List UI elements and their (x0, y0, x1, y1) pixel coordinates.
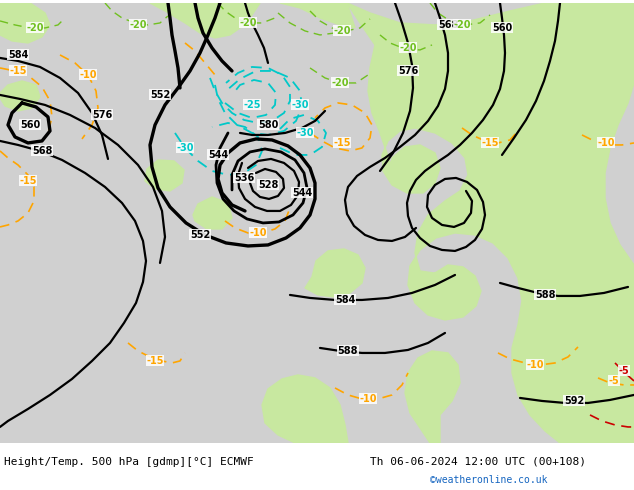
Polygon shape (262, 375, 348, 443)
Text: -10: -10 (597, 138, 615, 148)
Polygon shape (150, 3, 260, 38)
Text: -5: -5 (619, 366, 630, 376)
Text: 588: 588 (338, 346, 358, 356)
Text: -10: -10 (79, 70, 97, 80)
Text: 544: 544 (208, 150, 228, 160)
Polygon shape (280, 3, 355, 28)
Text: -30: -30 (176, 143, 194, 153)
Text: ©weatheronline.co.uk: ©weatheronline.co.uk (430, 475, 548, 485)
Text: -5: -5 (609, 376, 619, 386)
Text: 560: 560 (20, 120, 40, 130)
Text: -20: -20 (453, 20, 471, 30)
Text: -20: -20 (333, 26, 351, 36)
Text: -30: -30 (296, 128, 314, 138)
Text: 576: 576 (92, 110, 112, 120)
Text: -15: -15 (333, 138, 351, 148)
Text: 560: 560 (492, 23, 512, 33)
Text: -15: -15 (146, 356, 164, 366)
Text: -10: -10 (249, 228, 267, 238)
Polygon shape (0, 3, 50, 43)
Polygon shape (193, 197, 232, 229)
Text: 568: 568 (32, 146, 52, 156)
Text: -10: -10 (526, 360, 544, 370)
Polygon shape (405, 351, 460, 443)
Polygon shape (305, 249, 365, 297)
Text: -10: -10 (359, 394, 377, 404)
Text: 580: 580 (258, 120, 278, 130)
Text: 552: 552 (190, 230, 210, 240)
Text: -30: -30 (291, 100, 309, 110)
Text: -15: -15 (10, 66, 27, 76)
Text: -20: -20 (331, 78, 349, 88)
Text: -15: -15 (481, 138, 499, 148)
Text: 544: 544 (292, 188, 312, 198)
Text: 584: 584 (8, 50, 28, 60)
Text: -20: -20 (26, 23, 44, 33)
Polygon shape (145, 160, 184, 191)
Text: -15: -15 (19, 176, 37, 186)
Text: 592: 592 (564, 396, 584, 406)
Polygon shape (347, 3, 634, 443)
Text: 552: 552 (150, 90, 170, 100)
Text: 588: 588 (534, 290, 555, 300)
Polygon shape (0, 81, 40, 111)
Text: 536: 536 (234, 173, 254, 183)
Text: -20: -20 (239, 18, 257, 28)
Text: Th 06-06-2024 12:00 UTC (00+108): Th 06-06-2024 12:00 UTC (00+108) (370, 457, 586, 467)
Text: 576: 576 (398, 66, 418, 76)
Text: 584: 584 (335, 295, 355, 305)
Text: -20: -20 (129, 20, 146, 30)
Text: -25: -25 (243, 100, 261, 110)
Text: 528: 528 (258, 180, 278, 190)
Text: 568: 568 (438, 20, 458, 30)
Text: -20: -20 (399, 43, 417, 53)
Text: Height/Temp. 500 hPa [gdmp][°C] ECMWF: Height/Temp. 500 hPa [gdmp][°C] ECMWF (4, 457, 254, 467)
